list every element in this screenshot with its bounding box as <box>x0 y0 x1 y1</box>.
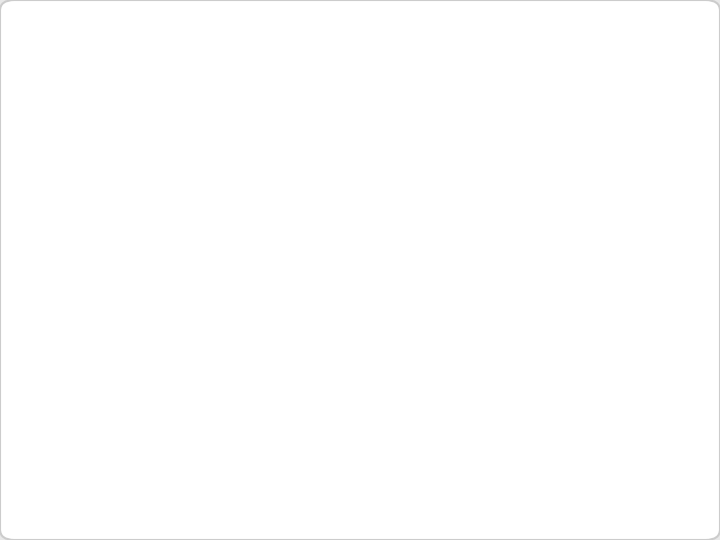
Text: 3.4 Third Normal Form (1): 3.4 Third Normal Form (1) <box>129 102 659 136</box>
Text: attributes X where SSN -> X and X -> ENAME: attributes X where SSN -> X and X -> ENA… <box>154 404 627 424</box>
Text: non-transitive: non-transitive <box>352 368 498 388</box>
Text: transitive: transitive <box>405 296 503 316</box>
Text: FD since: FD since <box>503 296 598 316</box>
Text: ↺: ↺ <box>126 192 148 216</box>
Text: - SSN -> DMGRSSN is a: - SSN -> DMGRSSN is a <box>154 296 405 316</box>
Text: since there is no set of: since there is no set of <box>498 368 720 388</box>
Text: SSN -> DNUMBER and DNUMBER -> DMGRSSN hold: SSN -> DNUMBER and DNUMBER -> DMGRSSN ho… <box>154 332 696 352</box>
Text: - a FD  X -> Z: - a FD X -> Z <box>546 194 695 214</box>
Text: Examples:: Examples: <box>154 261 263 281</box>
Text: Definition:: Definition: <box>129 154 237 174</box>
Text: Transitive functional dependency: Transitive functional dependency <box>154 194 546 214</box>
Text: that can be derived from two FDs   X -> Y and Y -> Z: that can be derived from two FDs X -> Y … <box>154 227 707 247</box>
Text: - SSN -> ENAME is: - SSN -> ENAME is <box>154 368 352 388</box>
